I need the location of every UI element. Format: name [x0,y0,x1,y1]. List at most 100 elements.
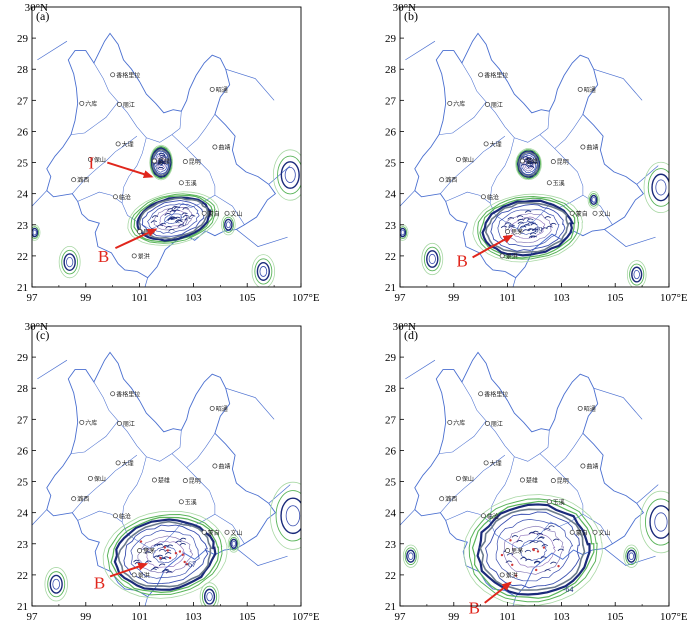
small-storm-contour [280,161,300,189]
prefecture-boundary [186,114,216,149]
lightning-mark [535,568,538,572]
y-tick-label: 30°N [25,321,48,333]
city-marker [580,463,586,469]
contour-line [138,197,209,240]
city-marker [483,460,489,466]
small-storm-contour [285,505,301,527]
prefecture-boundary [514,111,550,143]
prefecture-boundary [440,454,506,513]
city-label: 曲靖 [586,144,598,152]
city-label: 昆明 [557,159,569,166]
lightning-mark [514,574,518,577]
small-storm-contour [61,249,79,275]
province-border [414,32,645,279]
small-storm-contour [32,227,39,238]
city-marker [439,177,445,183]
city-marker [478,72,484,78]
y-tick-label: 24 [385,508,397,520]
inner-contour-mark [541,227,548,230]
small-storm-contour [428,253,436,265]
x-tick-label: 107°E [292,611,320,623]
lightning-mark [532,547,535,551]
inner-contour-mark [158,152,166,156]
contour-line [137,535,194,574]
lightning-mark [185,562,189,566]
x-tick-label: 103 [185,611,202,623]
contour-line [497,209,560,247]
small-storm-contour [224,218,233,231]
contour-line [149,144,173,181]
inner-contour-mark [536,540,543,544]
y-tick-label: 26 [385,445,397,457]
inner-contour-mark [526,162,534,165]
city-label: 临沧 [119,193,131,201]
storm-cell-main [102,510,228,599]
small-storm-contour [230,538,238,549]
inner-contour-mark [181,212,188,216]
city-label: 昆明 [557,478,569,485]
x-tick-label: 105 [239,611,256,623]
small-storm-contour [423,246,441,272]
city-label: 临沧 [119,512,131,520]
neighbor-border [400,359,659,606]
inner-contour-mark [175,540,182,544]
inner-contour-mark [524,210,532,213]
small-storm-contour [649,505,669,539]
inner-contour-mark [153,543,161,547]
inner-contour-mark [508,224,515,227]
prefecture-boundary [186,433,216,468]
neighbor-border [32,40,291,287]
inner-contour-mark [156,224,164,228]
inner-contour-mark [156,554,164,558]
inner-contour-mark [179,537,187,541]
small-storm-contour [32,229,37,236]
neighbor-border [32,359,291,606]
small-storm-contour [408,552,414,561]
city-label: 蒙自 [576,529,588,537]
city-marker [212,463,218,469]
city-marker [505,229,511,235]
small-storm-contour [277,155,301,195]
inner-contour-mark [516,540,523,543]
inner-contour-mark [157,161,165,164]
lightning-mark [168,556,172,560]
x-tick-label: 101 [499,611,516,623]
city-label: 大理 [122,140,134,148]
panel-frame [31,325,302,607]
city-marker [480,194,486,200]
x-tick-label: 101 [131,292,148,304]
contour-line [524,158,533,170]
small-storm-contour [626,260,647,287]
contour-value-label: -67 [185,560,196,569]
contour-line [479,508,586,591]
inner-contour-mark [158,548,166,552]
small-storm-contour [402,544,419,568]
city-label: 昭通 [216,86,228,94]
inner-contour-mark [522,156,529,159]
contour-line [471,500,595,599]
lightning-mark [181,553,184,556]
inner-contour-mark [527,159,534,162]
city-marker [439,496,445,502]
city-label: 丽江 [123,102,135,109]
lightning-mark [511,563,514,567]
city-marker [212,144,218,150]
x-tick-label: 107°E [660,292,688,304]
inner-contour-mark [527,161,534,164]
contour-line [490,203,566,252]
x-tick-label: 97 [395,292,407,304]
lightning-mark [557,564,560,568]
inner-contour-mark [182,215,189,218]
city-label: 昭通 [584,405,596,413]
inner-contour-mark [525,558,532,562]
city-marker [112,194,118,200]
inner-contour-mark [150,220,158,224]
small-storm-contour [203,588,216,605]
inner-contour-mark [166,544,174,548]
inner-contour-mark [508,226,515,229]
inner-contour-mark [527,218,534,221]
city-marker [550,478,556,484]
contour-line [516,149,541,180]
